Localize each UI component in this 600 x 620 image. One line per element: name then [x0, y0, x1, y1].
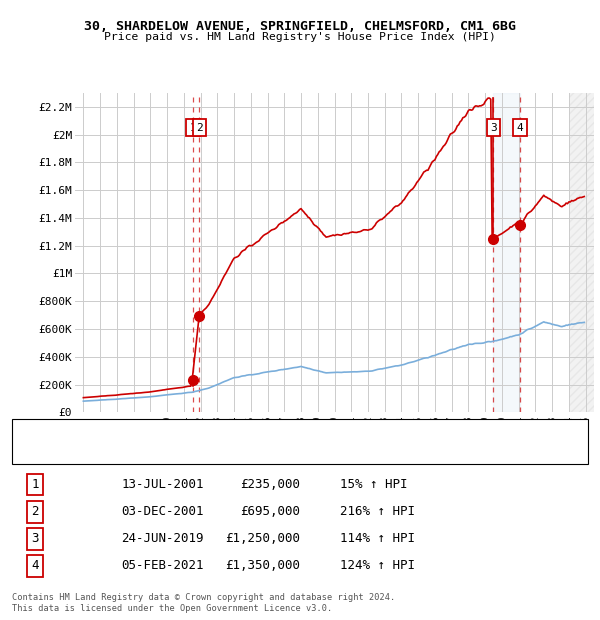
- Text: 124% ↑ HPI: 124% ↑ HPI: [340, 559, 415, 572]
- Text: 1: 1: [190, 123, 196, 133]
- Bar: [569, 93, 594, 412]
- Text: £695,000: £695,000: [240, 505, 300, 518]
- Text: 1: 1: [31, 478, 39, 491]
- Text: 114% ↑ HPI: 114% ↑ HPI: [340, 533, 415, 545]
- Text: 30, SHARDELOW AVENUE, SPRINGFIELD, CHELMSFORD, CM1 6BG (detached house): 30, SHARDELOW AVENUE, SPRINGFIELD, CHELM…: [57, 427, 474, 436]
- Text: £1,250,000: £1,250,000: [225, 533, 300, 545]
- Bar: [493, 93, 520, 412]
- Text: 03-DEC-2001: 03-DEC-2001: [121, 505, 204, 518]
- Bar: [569, 93, 594, 412]
- Text: 15% ↑ HPI: 15% ↑ HPI: [340, 478, 408, 491]
- Text: 24-JUN-2019: 24-JUN-2019: [121, 533, 204, 545]
- Text: 4: 4: [31, 559, 39, 572]
- Text: 2: 2: [196, 123, 203, 133]
- Text: £235,000: £235,000: [240, 478, 300, 491]
- Text: 13-JUL-2001: 13-JUL-2001: [121, 478, 204, 491]
- Text: 30, SHARDELOW AVENUE, SPRINGFIELD, CHELMSFORD, CM1 6BG: 30, SHARDELOW AVENUE, SPRINGFIELD, CHELM…: [84, 20, 516, 33]
- Text: Price paid vs. HM Land Registry's House Price Index (HPI): Price paid vs. HM Land Registry's House …: [104, 32, 496, 42]
- Text: Contains HM Land Registry data © Crown copyright and database right 2024.
This d: Contains HM Land Registry data © Crown c…: [12, 593, 395, 613]
- Text: HPI: Average price, detached house, Chelmsford: HPI: Average price, detached house, Chel…: [57, 448, 327, 458]
- Text: 216% ↑ HPI: 216% ↑ HPI: [340, 505, 415, 518]
- Text: 3: 3: [31, 533, 39, 545]
- Text: 05-FEB-2021: 05-FEB-2021: [121, 559, 204, 572]
- Text: 4: 4: [517, 123, 524, 133]
- Text: 3: 3: [490, 123, 497, 133]
- Text: £1,350,000: £1,350,000: [225, 559, 300, 572]
- Text: 2: 2: [31, 505, 39, 518]
